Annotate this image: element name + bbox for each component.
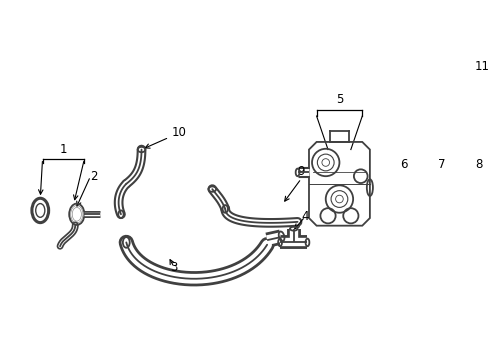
Text: 4: 4 — [301, 210, 309, 223]
Text: 9: 9 — [297, 166, 305, 179]
Text: 2: 2 — [91, 170, 98, 183]
Text: 3: 3 — [171, 261, 178, 274]
Text: 1: 1 — [60, 143, 67, 156]
Text: 6: 6 — [400, 158, 408, 171]
Text: 10: 10 — [145, 126, 187, 148]
Text: 5: 5 — [336, 93, 343, 106]
Text: 7: 7 — [439, 158, 446, 171]
Text: 8: 8 — [475, 158, 483, 171]
Text: 11: 11 — [474, 60, 490, 73]
